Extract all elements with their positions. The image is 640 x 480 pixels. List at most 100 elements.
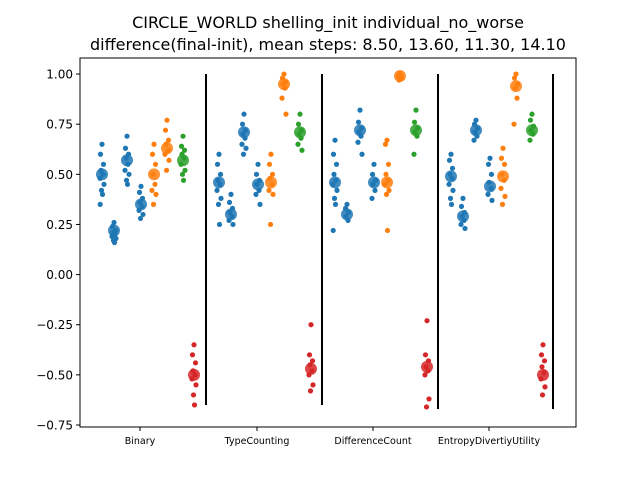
mean-marker [177,154,189,167]
divider-lines [205,74,554,409]
mean-marker [457,210,469,223]
data-point [279,95,285,101]
data-point [538,352,545,358]
strip [278,71,290,117]
strip [135,183,147,222]
y-axis: −0.75 −0.50 −0.25 0.00 0.25 0.50 0.75 1.00 [36,68,80,432]
data-point [383,171,389,177]
mean-marker [278,78,290,91]
data-point [369,171,376,177]
data-point [179,171,186,177]
strip [161,117,173,173]
data-point [334,187,340,193]
title-line-2: difference(final-init), mean steps: 8.50… [90,35,566,54]
strip [526,111,538,143]
data-point [498,185,504,191]
mean-marker [161,142,173,155]
data-point [511,121,517,127]
data-point [253,191,259,197]
data-point [309,358,316,364]
category-group [96,117,200,408]
data-point [426,396,432,402]
data-point [498,155,505,161]
data-point [214,187,220,193]
data-point [217,171,224,177]
data-point [371,161,377,167]
data-point [382,141,389,147]
strip [445,151,457,207]
data-point [193,382,199,388]
data-point [243,145,249,151]
data-point [218,195,224,201]
y-tick-label: 0.50 [46,168,73,182]
data-point [355,139,361,145]
y-tick-label: 0.25 [46,218,73,232]
data-point [267,221,274,228]
data-point [162,127,169,133]
data-point [448,151,454,157]
data-point [539,392,546,398]
data-point [488,171,495,177]
strip [305,322,317,394]
data-point [330,227,336,234]
mean-marker [225,208,237,221]
data-point [149,187,155,193]
data-point [164,117,170,123]
mean-marker [96,168,108,181]
data-point [239,121,246,127]
data-point [165,137,172,143]
data-point [331,195,338,201]
data-point [191,402,198,408]
data-point [308,322,314,328]
data-point [216,151,222,157]
data-point [151,141,157,147]
data-point [450,187,456,193]
data-point [253,171,260,177]
data-point [122,145,129,151]
category-group [445,71,549,398]
strip [410,107,422,157]
data-point [540,342,546,348]
data-point [460,195,466,201]
data-point [266,187,272,193]
data-point [140,211,146,218]
data-point [268,151,274,157]
data-point [181,147,188,153]
data-point [446,181,452,187]
data-point [269,171,276,177]
strip [108,219,120,246]
data-point [542,384,548,390]
data-point [485,191,491,197]
data-point [502,193,508,199]
y-tick-label: 0.75 [46,118,73,132]
strip [294,111,306,153]
data-point [423,404,430,410]
mean-marker [537,368,549,381]
data-point [411,151,417,157]
data-point [138,183,144,189]
data-point [98,187,105,193]
y-tick-label: −0.25 [36,318,73,332]
data-point [384,227,391,234]
strip [510,71,522,127]
strip [121,133,133,187]
mean-marker [188,368,200,381]
data-point [150,201,157,207]
data-point [163,167,170,173]
data-point [383,191,390,197]
data-point [122,167,128,173]
data-point [527,117,534,123]
data-point [270,191,276,197]
strip [470,117,482,143]
mean-marker [421,360,433,373]
strip [329,137,341,234]
strip [484,155,496,203]
strip [421,318,433,410]
data-strips [96,70,549,410]
data-point [424,318,430,324]
chart-title: CIRCLE_WORLD shelling_init individual_no… [90,13,566,54]
mean-marker [252,178,264,191]
data-point [355,119,362,125]
data-point [180,177,187,183]
